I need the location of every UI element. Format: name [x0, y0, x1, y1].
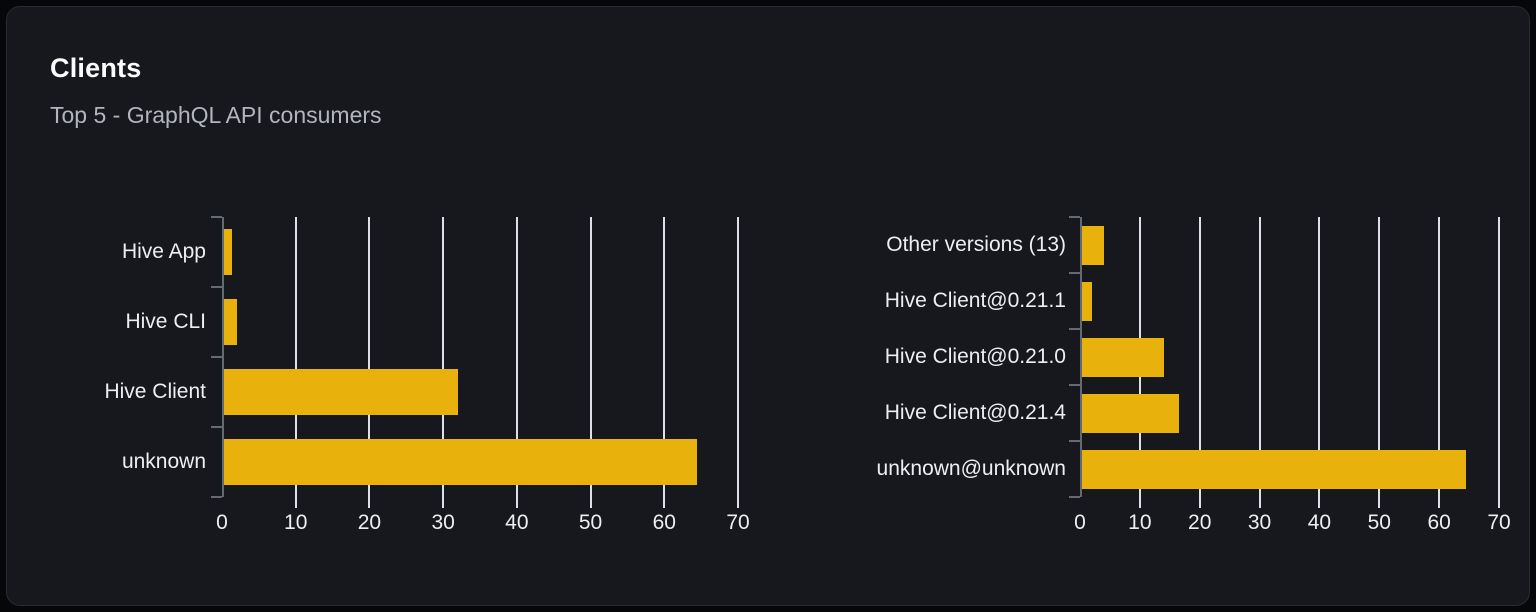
x-tick-label-70: 70 [1487, 511, 1511, 534]
clients-by-name-chart: Hive App Hive CLI Hive Client unknown 0 10 20 3… [50, 216, 750, 534]
category-label-hive-client-0-21-4: Hive Client@0.21.4 [884, 401, 1066, 424]
y-axis-tick [211, 496, 222, 498]
x-tick-label-40: 40 [1307, 511, 1332, 534]
gridline-20 [1198, 217, 1201, 508]
gridline-60 [663, 217, 666, 508]
category-label-other-versions-13: Other versions (13) [886, 233, 1066, 256]
bar-other-versions-13 [1082, 226, 1104, 265]
x-tick-label-20: 20 [1188, 511, 1212, 534]
y-axis-line [1080, 217, 1082, 497]
y-axis-tick [1069, 384, 1080, 386]
y-axis-tick [1069, 496, 1080, 498]
bar-hive-client-0-21-4 [1082, 394, 1179, 433]
x-tick-label-20: 20 [357, 511, 382, 534]
category-label-hive-client-0-21-1: Hive Client@0.21.1 [884, 289, 1066, 312]
y-axis-tick [1069, 328, 1080, 330]
gridline-30 [442, 217, 445, 508]
clients-by-name-category-labels: Hive App Hive CLI Hive Client unknown [50, 217, 206, 497]
card-subtitle: Top 5 - GraphQL API consumers [50, 102, 382, 128]
x-tick-label-0: 0 [216, 511, 228, 534]
bar-unknown-unknown [1082, 450, 1467, 489]
gridline-60 [1438, 217, 1441, 508]
gridline-10 [294, 217, 297, 508]
gridline-20 [368, 217, 371, 508]
x-tick-label-60: 60 [1427, 511, 1451, 534]
y-axis-tick [1069, 272, 1080, 274]
category-label-unknown: unknown [121, 450, 206, 473]
x-tick-label-50: 50 [578, 511, 603, 534]
card-title: Clients [50, 53, 142, 83]
clients-by-version-category-labels: Other versions (13) Hive Client@0.21.1 Hiv… [850, 217, 1066, 497]
clients-by-version-chart: Other versions (13) Hive Client@0.21.1 Hiv… [850, 216, 1511, 534]
bar-hive-client-0-21-1 [1082, 282, 1092, 321]
gridline-40 [1318, 217, 1321, 508]
gridline-30 [1258, 217, 1261, 508]
bar-hive-client [224, 369, 458, 415]
x-tick-label-0: 0 [1074, 511, 1086, 534]
y-axis-tick [1069, 440, 1080, 442]
y-axis-tick [211, 286, 222, 288]
category-label-hive-client: Hive Client [104, 380, 206, 403]
y-axis-tick [211, 216, 222, 218]
x-tick-label-10: 10 [1128, 511, 1152, 534]
x-tick-label-30: 30 [1247, 511, 1272, 534]
x-tick-label-30: 30 [431, 511, 455, 534]
gridline-50 [1378, 217, 1381, 508]
bar-hive-client-0-21-0 [1082, 338, 1164, 377]
x-tick-label-50: 50 [1367, 511, 1391, 534]
x-tick-label-10: 10 [284, 511, 308, 534]
y-axis-tick [211, 356, 222, 358]
y-axis-line [222, 217, 224, 497]
gridline-50 [589, 217, 592, 508]
bar-hive-app [224, 229, 233, 275]
clients-by-name-plot: 0 10 20 30 40 50 60 70 [211, 216, 750, 534]
bar-hive-cli [224, 299, 237, 345]
y-axis-tick [211, 426, 222, 428]
clients-by-version-plot: 0 10 20 30 40 50 60 70 [1069, 216, 1511, 534]
category-label-hive-cli: Hive CLI [125, 310, 206, 333]
gridline-70 [1498, 217, 1500, 508]
gridline-70 [737, 217, 739, 508]
category-label-hive-app: Hive App [121, 240, 206, 263]
category-label-hive-client-0-21-0: Hive Client@0.21.0 [884, 345, 1066, 368]
x-tick-label-70: 70 [726, 511, 750, 534]
bar-unknown [224, 439, 698, 485]
x-tick-label-40: 40 [505, 511, 529, 534]
x-tick-label-60: 60 [652, 511, 676, 534]
y-axis-tick [1069, 216, 1080, 218]
clients-card: Clients Top 5 - GraphQL API consumers Hi… [6, 6, 1530, 606]
gridline-40 [515, 217, 518, 508]
category-label-unknown-unknown: unknown@unknown [876, 457, 1066, 480]
